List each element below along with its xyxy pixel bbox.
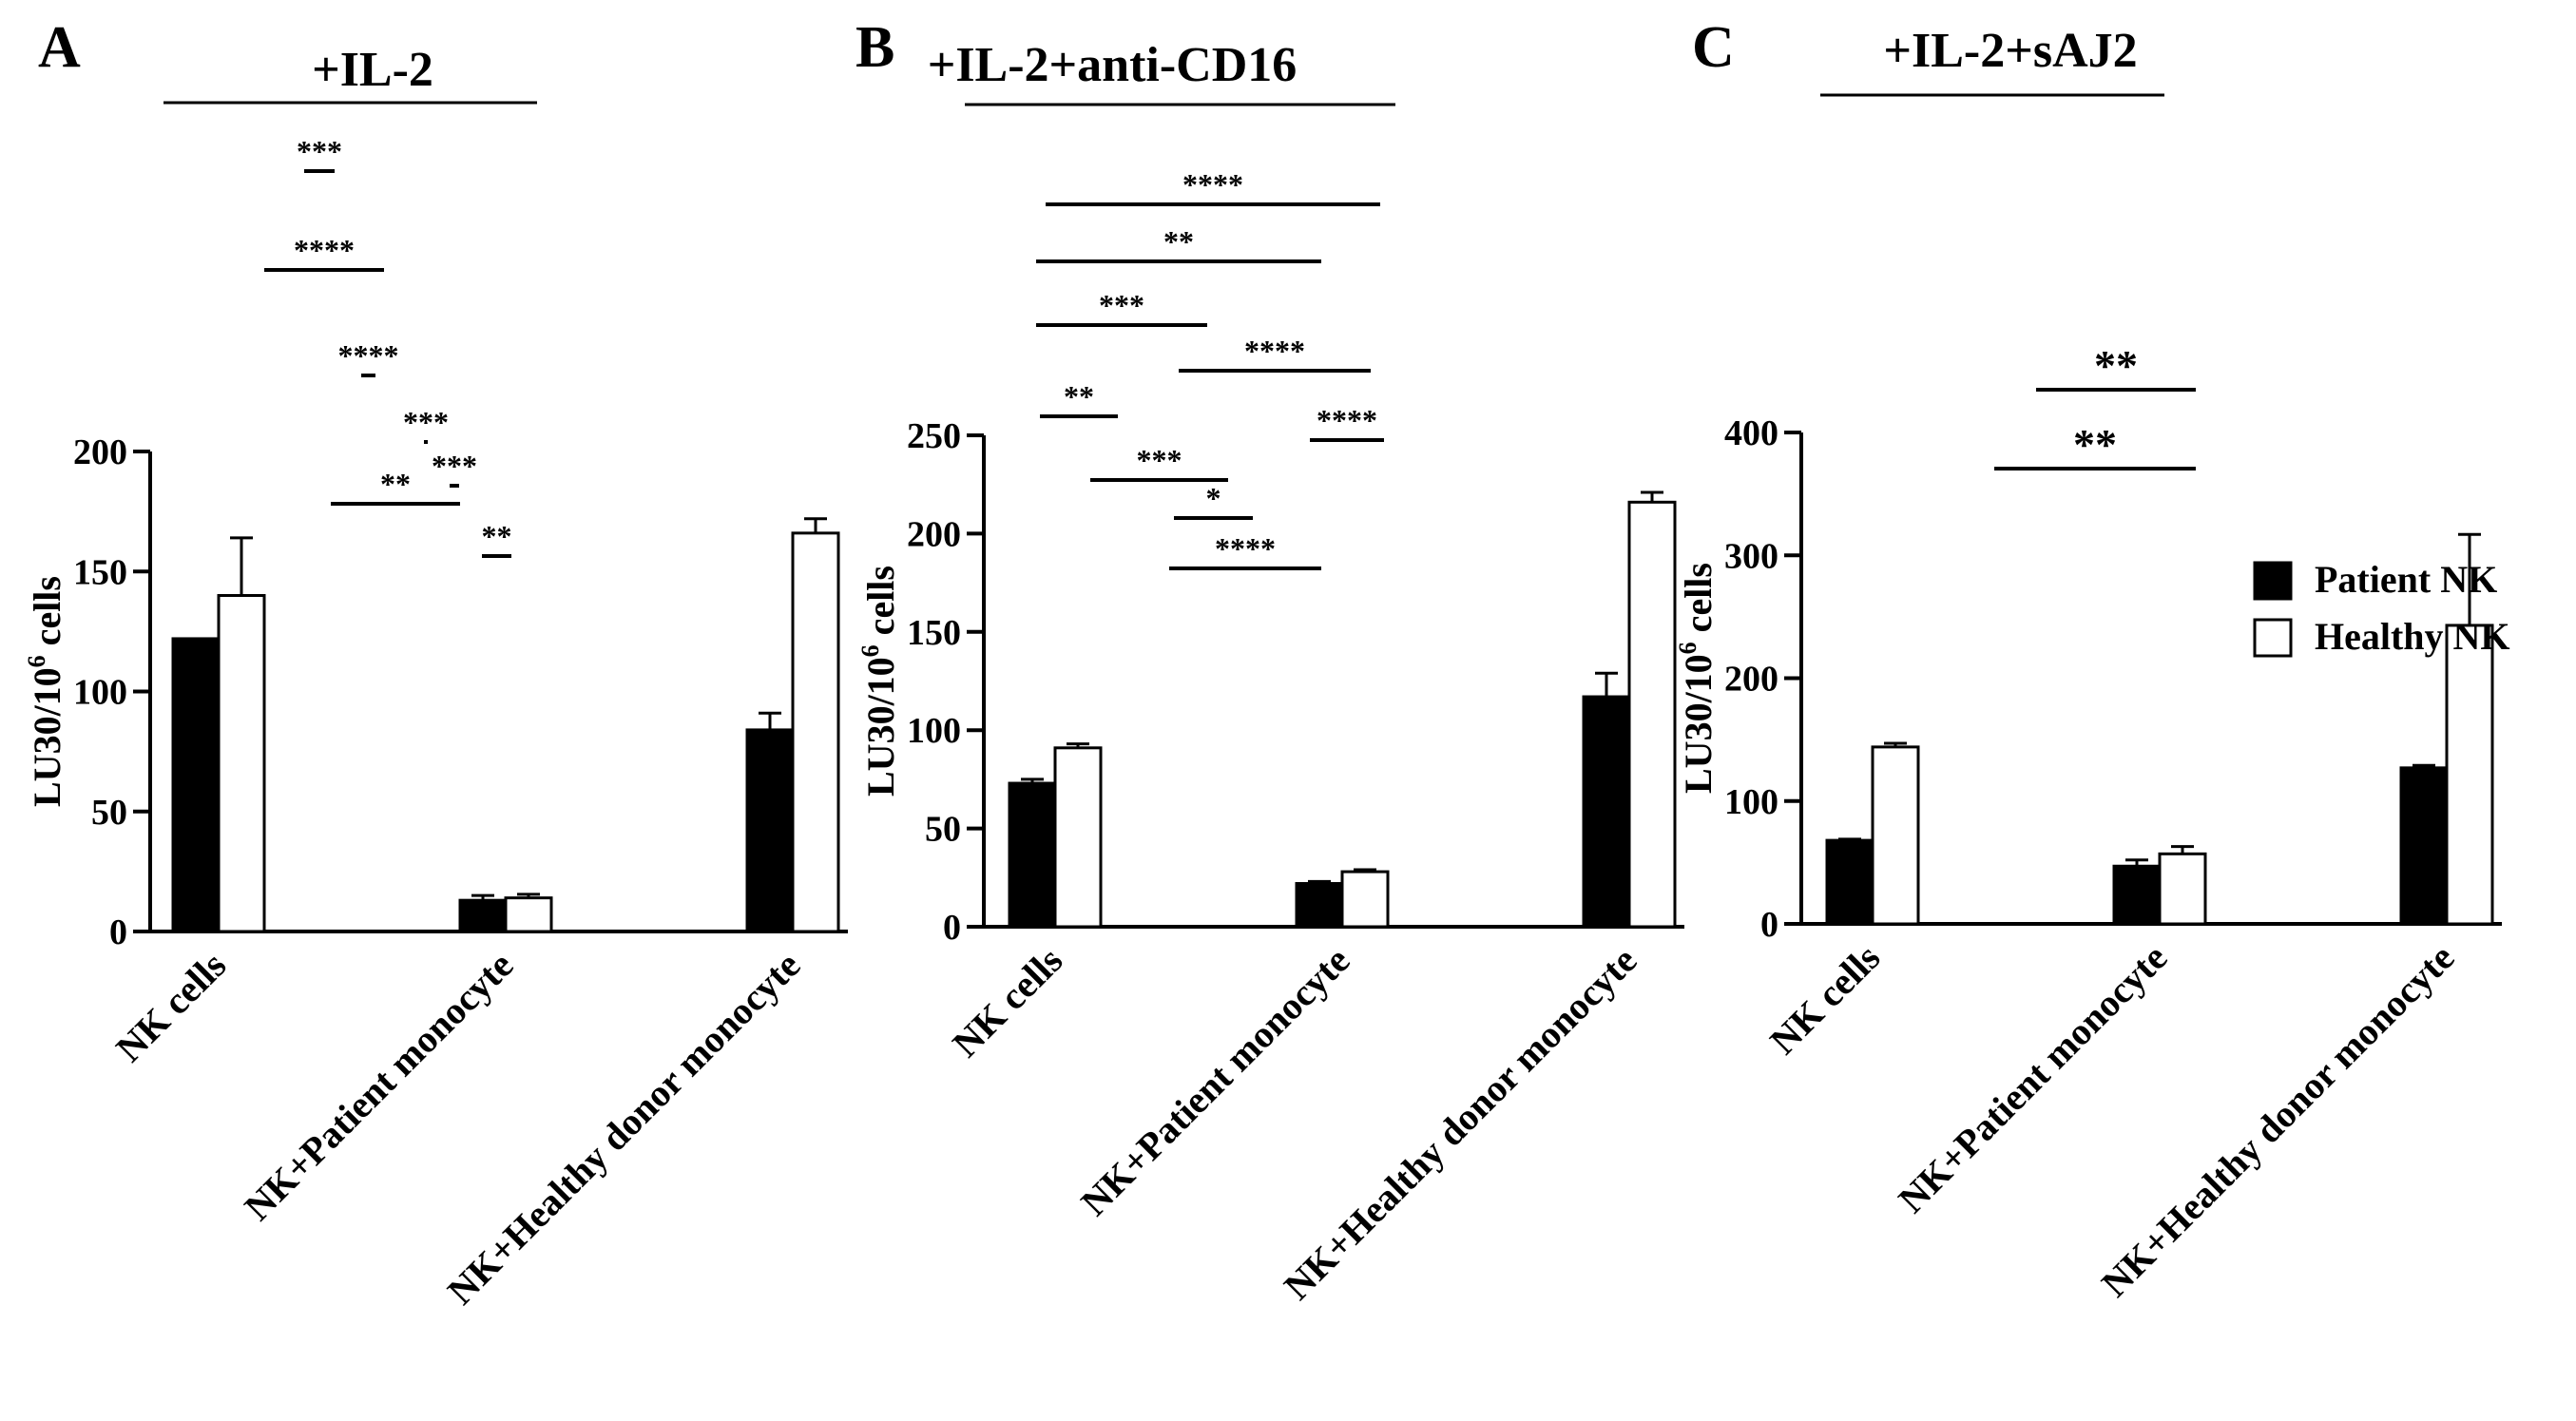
panel-c-bar-s0-c0 — [1825, 838, 1874, 926]
panel-b-bar-s1-c2 — [1627, 500, 1677, 929]
legend-item-patient: Patient NK — [2253, 558, 2497, 601]
panel-c-ytick-label-2: 200 — [1724, 660, 1778, 700]
panel-c-ylabel-sup: 6 — [1674, 642, 1701, 654]
panel-a-ytick-label-1: 50 — [91, 793, 127, 833]
panel-b-ylabel: LU30/106 cells — [856, 566, 902, 797]
panel-a-ytick-label-4: 200 — [73, 432, 127, 472]
panel-a-title: +IL-2 — [312, 43, 433, 97]
panel-c-bar-s1-c1 — [2158, 852, 2207, 926]
panel-b-title: +IL-2+anti-CD16 — [928, 38, 1298, 92]
panel-a-sig-label-6: ** — [482, 519, 512, 553]
panel-b-ytick-label-4: 200 — [907, 514, 961, 554]
panel-c-bar-s1-c2 — [2445, 624, 2494, 926]
panel-b-sig-label-1: ** — [1163, 224, 1194, 259]
panel-b-sig-label-6: *** — [1137, 443, 1182, 477]
panel-c-ylabel: LU30/106 cells — [1674, 563, 1720, 794]
panel-c-ylabel-base: LU30/10 — [1677, 654, 1720, 794]
panel-a-ylabel: LU30/106 cells — [23, 576, 68, 807]
panel-a-ytick-label-3: 150 — [73, 552, 127, 592]
panel-c-ylabel-tail: cells — [1677, 563, 1720, 642]
panel-a-bar-s1-c1 — [504, 896, 553, 933]
panel-b-ylabel-base: LU30/10 — [859, 657, 902, 797]
panel-a-sig-label-0: *** — [297, 134, 342, 168]
panel-b-bar-s1-c0 — [1053, 746, 1103, 929]
panel-c-ytick-label-3: 300 — [1724, 536, 1778, 576]
panel-b-ytick-label-3: 150 — [907, 613, 961, 653]
legend: Patient NK Healthy NK — [2253, 558, 2510, 658]
panel-a-bar-s1-c2 — [791, 531, 840, 933]
panel-b-sig-label-4: ** — [1064, 379, 1094, 413]
panel-a-ylabel-sup: 6 — [23, 655, 50, 667]
panel-a-bar-s0-c1 — [458, 898, 508, 933]
panel-a-ytick-label-2: 100 — [73, 673, 127, 713]
panel-b-letter: B — [855, 15, 894, 80]
panel-a-ylabel-base: LU30/10 — [26, 667, 68, 807]
panel-b-sig-label-7: * — [1206, 481, 1221, 515]
panel-b-sig-label-0: **** — [1182, 167, 1243, 202]
panel-c-ytick-label-1: 100 — [1724, 782, 1778, 822]
panel-c-bar-s1-c0 — [1871, 745, 1920, 926]
panel-b-sig-label-5: **** — [1317, 403, 1377, 437]
panel-a-sig-label-3: *** — [403, 405, 449, 439]
panel-b-bar-s0-c2 — [1582, 695, 1631, 929]
panel-a-sig-label-2: **** — [338, 338, 399, 373]
panel-a-sig-label-4: ** — [380, 467, 411, 501]
panel-a-bar-s0-c0 — [171, 637, 221, 933]
panel-c-bar-s0-c1 — [2112, 864, 2162, 926]
panel-b-sig-label-3: **** — [1244, 334, 1305, 368]
panel-b-bar-s0-c1 — [1295, 882, 1344, 929]
legend-swatch-healthy — [2253, 618, 2293, 658]
panel-b-ylabel-sup: 6 — [856, 644, 884, 657]
panel-b-bar-s1-c1 — [1340, 870, 1390, 929]
panel-b-ylabel-tail: cells — [859, 566, 902, 644]
panel-b-ytick-label-5: 250 — [907, 416, 961, 456]
panel-c-ytick-label-4: 400 — [1724, 413, 1778, 453]
panel-c-bar-s0-c2 — [2399, 766, 2449, 926]
legend-label-patient: Patient NK — [2315, 558, 2497, 601]
panel-c-letter: C — [1692, 15, 1735, 80]
panel-a-letter: A — [38, 15, 81, 80]
panel-a-ylabel-tail: cells — [26, 576, 68, 655]
legend-item-healthy: Healthy NK — [2253, 615, 2510, 658]
panel-c-title: +IL-2+sAJ2 — [1883, 24, 2137, 78]
panel-a-bar-s1-c0 — [217, 594, 266, 933]
panel-b-ytick-label-0: 0 — [943, 908, 961, 948]
panel-a-sig-label-1: **** — [294, 233, 355, 267]
panel-b-ytick-label-2: 100 — [907, 711, 961, 751]
panel-b-ytick-label-1: 50 — [925, 810, 961, 850]
panel-a-ytick-label-0: 0 — [109, 912, 127, 952]
panel-c-sig-label-1: ** — [2073, 420, 2117, 469]
panel-b-sig-label-2: *** — [1099, 288, 1144, 322]
panel-c-ytick-label-0: 0 — [1760, 905, 1778, 945]
panel-b-bar-s0-c0 — [1008, 781, 1057, 929]
panel-a-sig-label-5: *** — [432, 449, 477, 483]
legend-swatch-patient — [2253, 561, 2293, 601]
panel-c-sig-label-0: ** — [2094, 341, 2138, 390]
legend-label-healthy: Healthy NK — [2315, 615, 2510, 658]
panel-a-bar-s0-c2 — [745, 728, 795, 933]
panel-b-sig-label-8: **** — [1215, 531, 1276, 566]
